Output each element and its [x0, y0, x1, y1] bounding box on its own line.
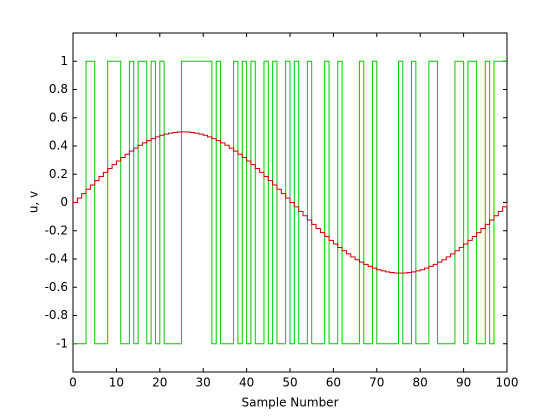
y-tick-label: -0.6	[45, 280, 68, 294]
x-tick-label: 40	[239, 376, 254, 390]
x-tick-label: 100	[496, 376, 519, 390]
y-tick-label: -0.8	[45, 308, 68, 322]
y-tick-label: -0.2	[45, 223, 68, 237]
stairs-line	[73, 131, 508, 274]
y-tick-label: -0.4	[45, 252, 68, 266]
y-axis-label: u, v	[27, 191, 41, 213]
x-tick-label: 80	[413, 376, 428, 390]
y-tick-label: -1	[56, 336, 68, 350]
y-tick-label: 0.6	[49, 110, 68, 124]
x-tick-label: 90	[456, 376, 471, 390]
x-tick-label: 0	[69, 376, 77, 390]
x-tick-label: 30	[196, 376, 211, 390]
y-tick-label: 0	[60, 195, 68, 209]
x-tick-label: 10	[109, 376, 124, 390]
y-tick-label: 0.8	[49, 82, 68, 96]
x-tick-label: 70	[369, 376, 384, 390]
stairs-line	[73, 60, 507, 345]
x-tick-label: 50	[282, 376, 297, 390]
x-tick-label: 60	[326, 376, 341, 390]
x-axis-label: Sample Number	[241, 396, 338, 410]
y-tick-label: 0.4	[49, 139, 68, 153]
x-tick-label: 20	[152, 376, 167, 390]
y-tick-label: 0.2	[49, 167, 68, 181]
y-tick-label: 1	[60, 54, 68, 68]
